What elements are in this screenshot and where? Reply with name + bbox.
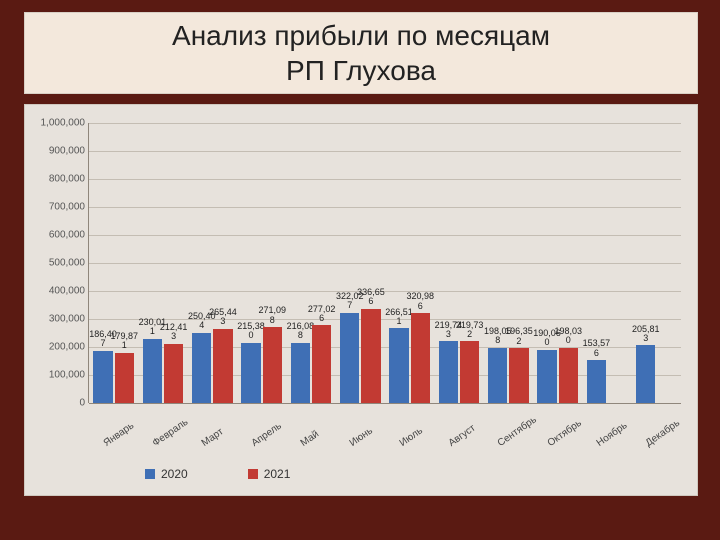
x-tick-label: Декабрь — [644, 418, 682, 449]
bar — [636, 345, 655, 403]
x-tick-label: Ноябрь — [595, 420, 630, 449]
title-container: Анализ прибыли по месяцамРП Глухова — [24, 12, 698, 94]
y-tick-label: 800,000 — [25, 174, 85, 185]
data-label: 320,986 — [397, 292, 443, 311]
legend-item: 2020 — [145, 467, 188, 481]
y-tick-label: 500,000 — [25, 258, 85, 269]
bar — [115, 353, 134, 403]
bar — [389, 328, 408, 403]
x-tick-label: Октябрь — [545, 418, 583, 449]
bar — [340, 313, 359, 403]
x-tick-label: Март — [200, 426, 226, 449]
bar — [439, 341, 458, 403]
bar — [241, 343, 260, 403]
y-tick-label: 600,000 — [25, 230, 85, 241]
bar — [312, 325, 331, 403]
y-tick-label: 300,000 — [25, 314, 85, 325]
bar — [509, 348, 528, 403]
plot-area: 186,407179,871230,011212,413250,404265,4… — [89, 123, 681, 403]
x-tick-label: Сентябрь — [496, 414, 539, 449]
y-tick-label: 1,000,000 — [25, 118, 85, 129]
bar — [291, 343, 310, 404]
y-tick-label: 400,000 — [25, 286, 85, 297]
legend-item: 2021 — [248, 467, 291, 481]
x-tick-label: Январь — [101, 420, 135, 449]
y-tick-label: 100,000 — [25, 370, 85, 381]
data-label: 153,576 — [573, 339, 619, 358]
legend-label: 2021 — [264, 467, 291, 481]
bar — [537, 350, 556, 403]
x-tick-label: Август — [447, 423, 478, 449]
y-tick-label: 0 — [25, 398, 85, 409]
x-tick-label: Июль — [397, 425, 424, 449]
x-tick-label: Апрель — [249, 421, 283, 449]
bar — [93, 351, 112, 403]
x-axis-line — [89, 403, 681, 404]
slide: Анализ прибыли по месяцамРП Глухова 0 100… — [0, 0, 720, 540]
bar — [587, 360, 606, 403]
x-tick-label: Июнь — [348, 425, 375, 449]
bar — [164, 344, 183, 403]
legend-swatch — [145, 469, 155, 479]
data-label: 205,813 — [623, 325, 669, 344]
x-tick-label: Февраль — [151, 417, 191, 449]
x-tick-label: Май — [299, 429, 321, 449]
x-axis-labels: Январь Февраль Март Апрель Май Июнь Июль Август… — [89, 407, 681, 467]
y-tick-label: 700,000 — [25, 202, 85, 213]
y-tick-label: 900,000 — [25, 146, 85, 157]
slide-title: Анализ прибыли по месяцамРП Глухова — [172, 18, 550, 88]
y-tick-label: 200,000 — [25, 342, 85, 353]
bar — [143, 339, 162, 403]
bar — [460, 341, 479, 403]
legend: 2020 2021 — [145, 467, 290, 481]
chart-container: 0 100,000 200,000 300,000 400,000 500,000 600,… — [24, 104, 698, 496]
bar — [192, 333, 211, 403]
data-label: 336,656 — [348, 288, 394, 307]
legend-swatch — [248, 469, 258, 479]
y-axis-line — [88, 123, 89, 403]
legend-label: 2020 — [161, 467, 188, 481]
bar — [488, 348, 507, 403]
